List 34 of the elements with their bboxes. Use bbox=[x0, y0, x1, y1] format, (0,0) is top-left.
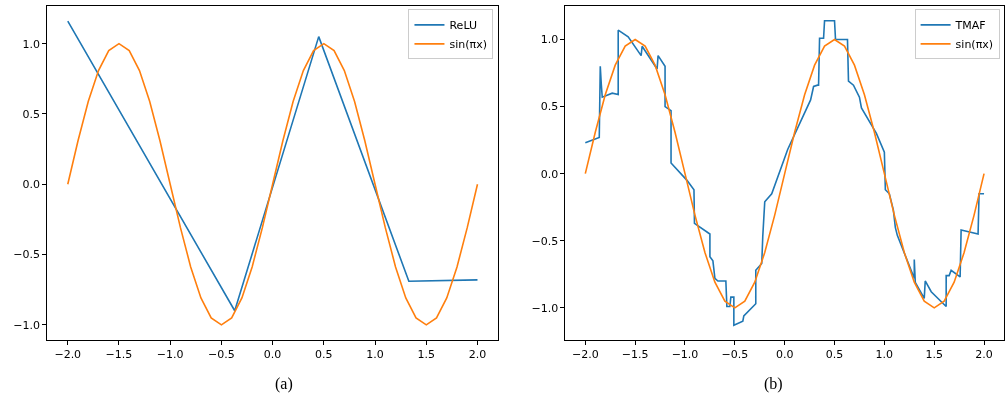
y-tick-label: 0.5 bbox=[22, 107, 41, 121]
y-tick-label: 0.5 bbox=[540, 100, 559, 114]
y-tick-label: −1.0 bbox=[13, 318, 41, 332]
x-tick-label: 1.0 bbox=[366, 348, 384, 362]
x-tick-label: 2.0 bbox=[468, 348, 487, 362]
x-tick-label: 0.5 bbox=[315, 348, 333, 362]
x-tick-label: −1.5 bbox=[621, 348, 649, 362]
legend-label: TMAF bbox=[954, 19, 986, 33]
text: (a) bbox=[275, 375, 293, 393]
y-tick-label: 1.0 bbox=[540, 33, 559, 47]
y-tick-label: 0.0 bbox=[540, 167, 559, 181]
y-tick-label: −0.5 bbox=[13, 248, 41, 262]
x-tick-label: 0.0 bbox=[263, 348, 282, 362]
legend-label: ReLU bbox=[449, 19, 478, 33]
y-tick-label: −1.0 bbox=[531, 301, 559, 315]
x-tick-label: 1.5 bbox=[417, 348, 436, 362]
x-tick-label: −1.0 bbox=[156, 348, 184, 362]
x-tick-label: −2.0 bbox=[571, 348, 599, 362]
y-tick-label: −0.5 bbox=[531, 234, 559, 248]
y-tick-label: 1.0 bbox=[22, 37, 41, 51]
x-tick-label: 0.0 bbox=[775, 348, 794, 362]
y-tick-label: 0.0 bbox=[22, 178, 41, 192]
text: (b) bbox=[764, 375, 783, 393]
x-tick-label: 2.0 bbox=[975, 348, 993, 362]
x-tick-label: 1.0 bbox=[875, 348, 894, 362]
x-tick-label: 1.5 bbox=[925, 348, 943, 362]
x-tick-label: −1.0 bbox=[671, 348, 699, 362]
x-tick-label: −2.0 bbox=[54, 348, 82, 362]
legend-label: sin(πx) bbox=[955, 38, 994, 52]
x-tick-label: −1.5 bbox=[105, 348, 133, 362]
legend-label: sin(πx) bbox=[449, 38, 487, 52]
x-tick-label: 0.5 bbox=[825, 348, 844, 362]
x-tick-label: −0.5 bbox=[208, 348, 235, 362]
x-tick-label: −0.5 bbox=[721, 348, 749, 362]
